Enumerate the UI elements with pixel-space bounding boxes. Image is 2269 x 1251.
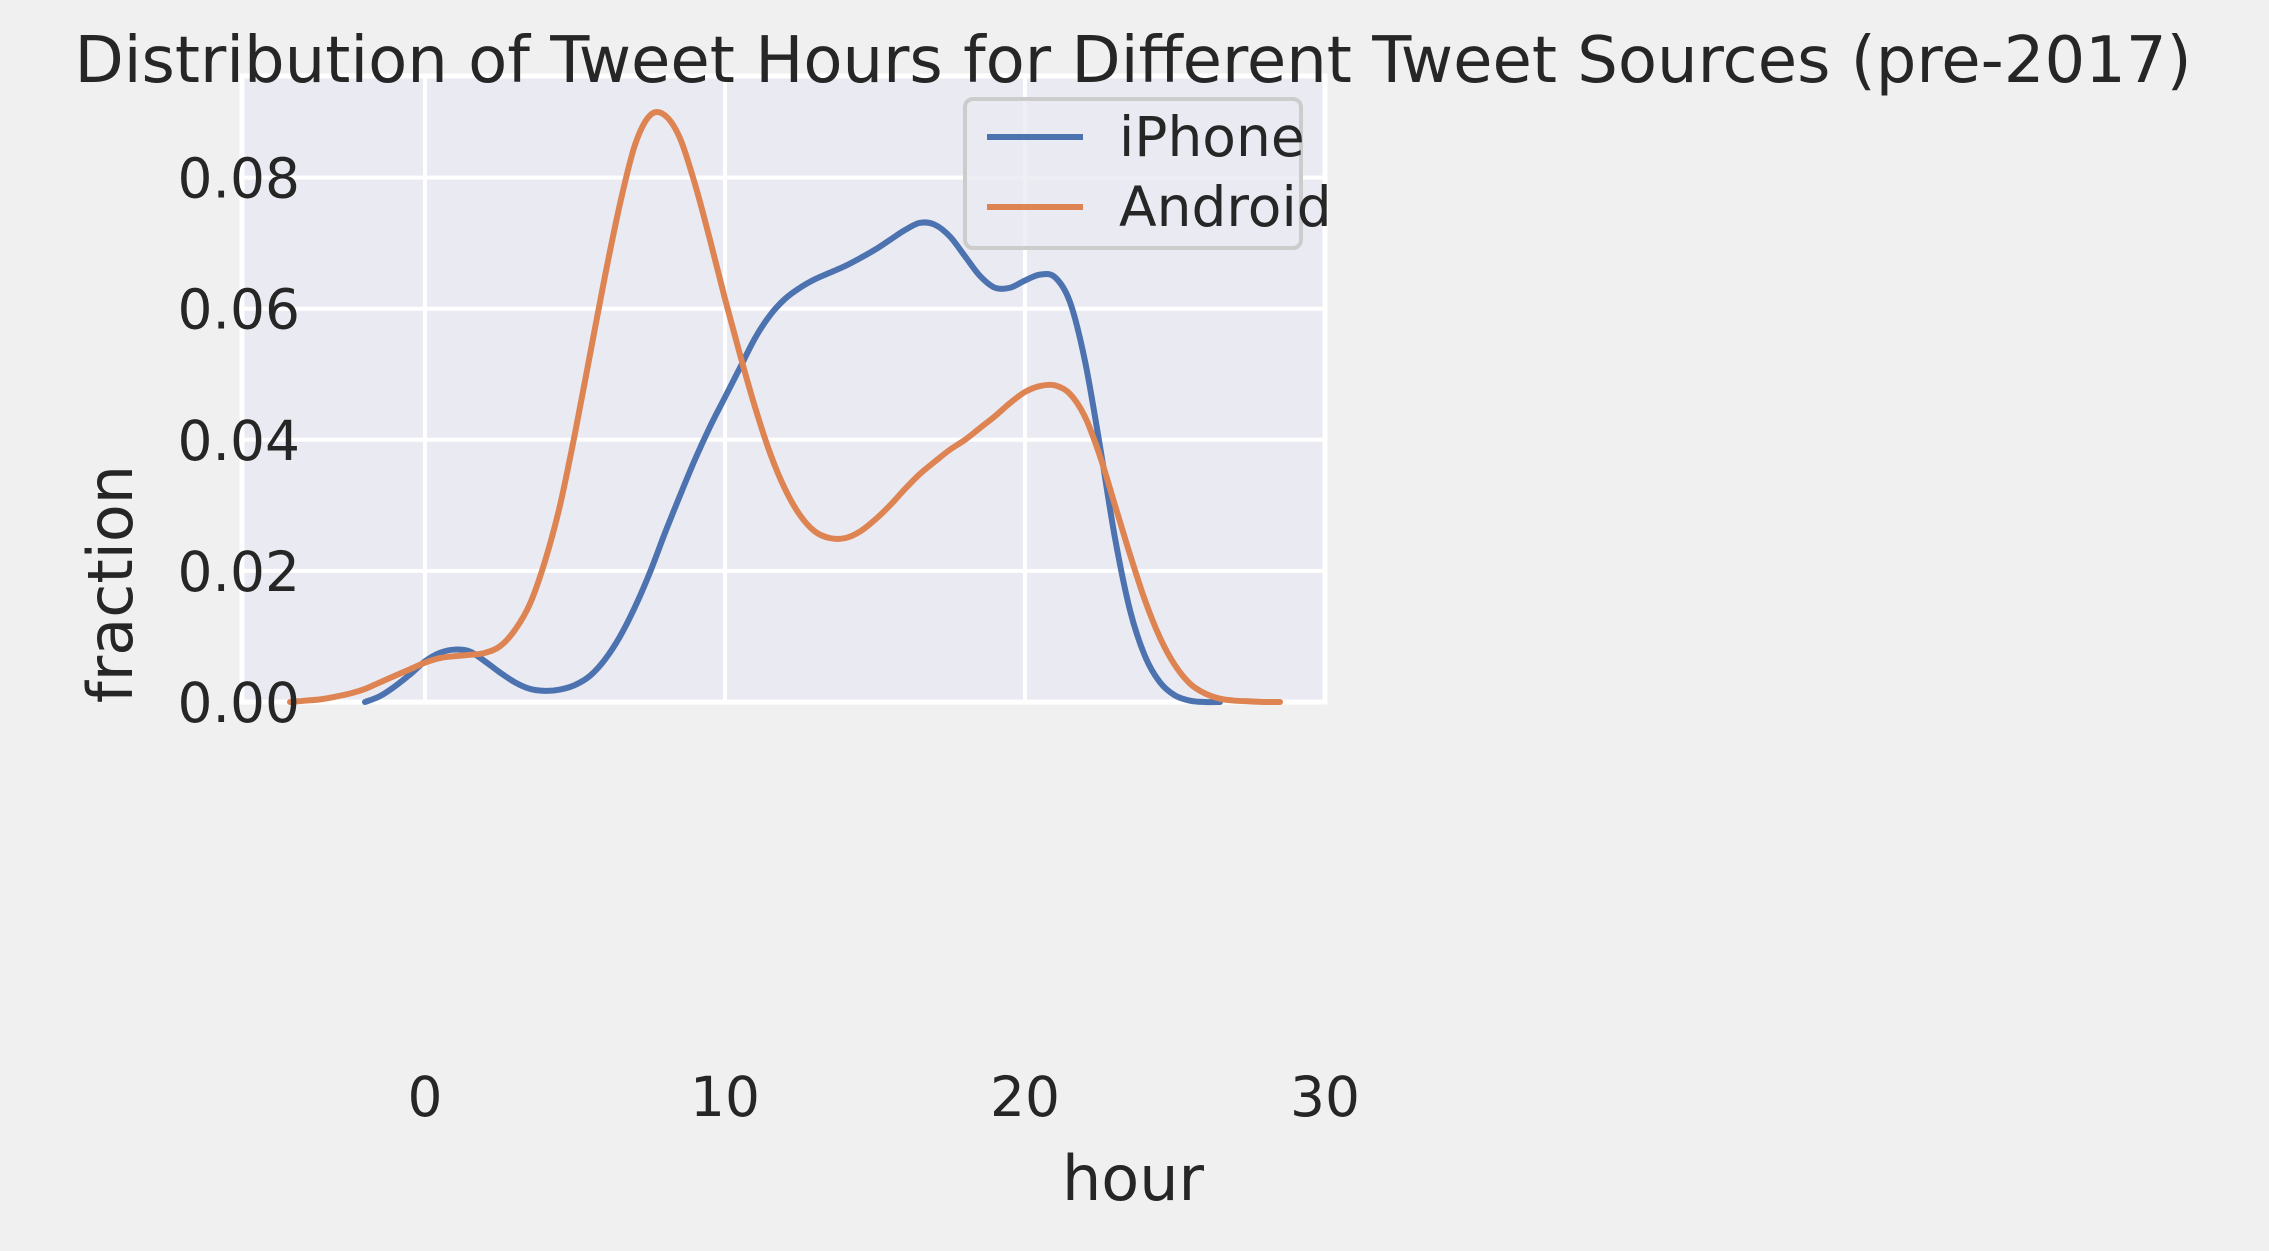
y-tick-label: 0.02 bbox=[178, 540, 300, 604]
x-tick-label: 20 bbox=[990, 1065, 1060, 1129]
y-tick-label: 0.08 bbox=[178, 147, 300, 211]
y-tick-label: 0.06 bbox=[178, 278, 300, 342]
tick-labels: 0 10 20 30 0.00 0.02 0.04 0.06 0.08 bbox=[178, 147, 1360, 1129]
y-axis-label: fraction bbox=[74, 465, 147, 703]
legend-label-android: Android bbox=[1119, 175, 1332, 239]
series-line-iphone bbox=[362, 219, 1223, 706]
x-tick-label: 0 bbox=[408, 1065, 443, 1129]
x-tick-label: 30 bbox=[1290, 1065, 1360, 1129]
series-line-android bbox=[287, 109, 1283, 706]
series-lines bbox=[287, 109, 1283, 706]
y-tick-label: 0.04 bbox=[178, 409, 300, 473]
x-tick-label: 10 bbox=[690, 1065, 760, 1129]
x-axis-label: hour bbox=[1062, 1142, 1205, 1215]
chart-title: Distribution of Tweet Hours for Differen… bbox=[74, 24, 2191, 98]
y-tick-label: 0.00 bbox=[178, 671, 300, 735]
legend-label-iphone: iPhone bbox=[1119, 105, 1305, 169]
